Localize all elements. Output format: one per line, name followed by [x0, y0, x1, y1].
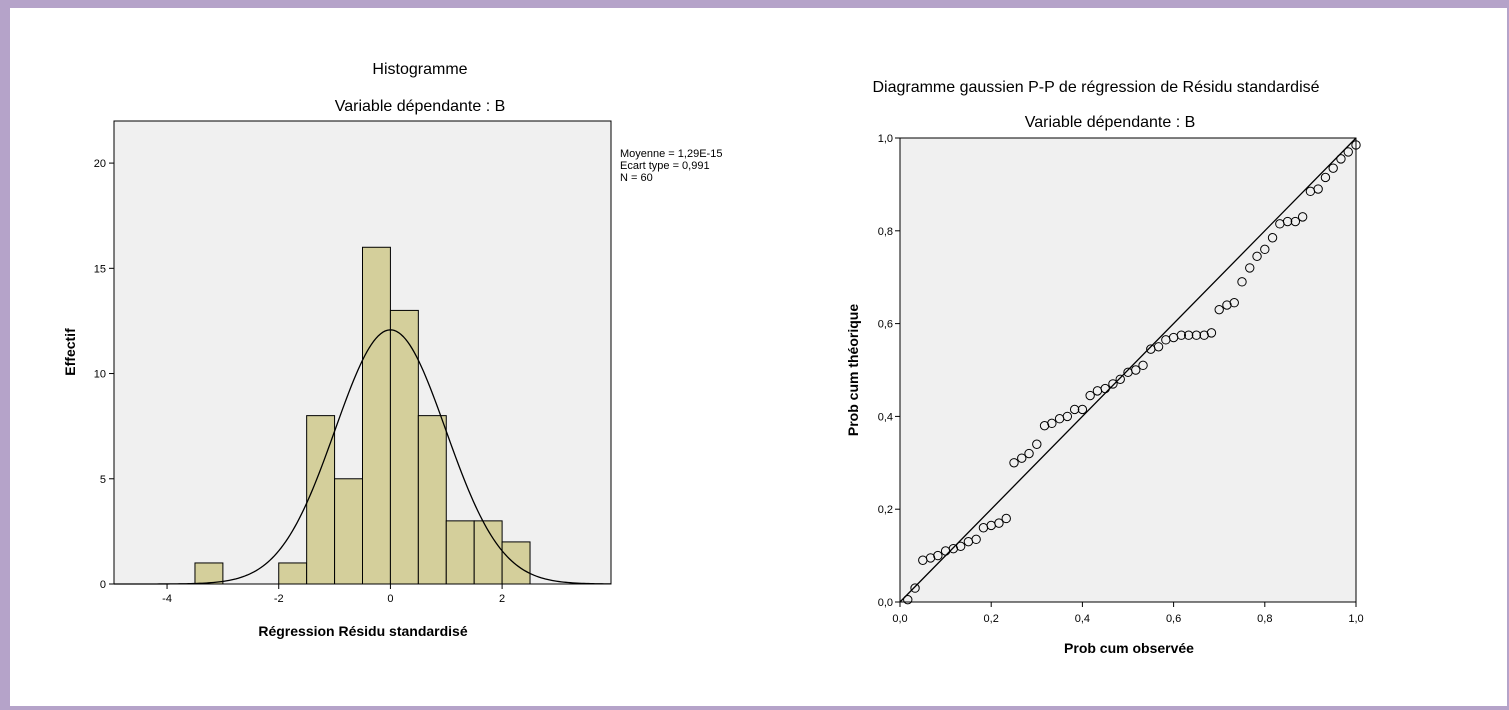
histogram-bar — [417, 415, 447, 585]
y-tick-label: 0,8 — [878, 226, 893, 238]
pp-point — [1009, 458, 1019, 468]
pp-point — [1297, 212, 1308, 222]
histogram-y-ticks: 0 5 10 15 20 — [94, 158, 114, 591]
pp-point — [1077, 404, 1088, 415]
stat-n: N = 60 — [620, 172, 653, 184]
normal-curve — [114, 329, 612, 585]
histogram-bar — [389, 309, 419, 585]
pp-point — [1214, 304, 1224, 315]
histogram-title: Histogramme — [372, 61, 467, 78]
pp-point — [1290, 216, 1301, 227]
y-tick-label: 0 — [100, 579, 106, 591]
pp-point — [1017, 453, 1027, 463]
y-tick-label: 0,6 — [878, 319, 893, 331]
pp-point — [1115, 374, 1125, 384]
x-tick-label: -2 — [274, 593, 284, 605]
pp-y-ticks: 0,0 0,2 0,4 0,6 0,8 1,0 — [878, 133, 900, 609]
y-tick-label: 10 — [94, 369, 106, 381]
pp-point — [1138, 360, 1148, 371]
histogram-y-axis-label: Effectif — [62, 328, 78, 376]
pp-point — [1252, 251, 1262, 262]
histogram-bars — [194, 246, 531, 585]
x-tick-label: 0,8 — [1257, 613, 1272, 625]
pp-point — [1267, 233, 1278, 243]
pp-point — [1229, 298, 1239, 308]
x-tick-label: 0,0 — [892, 613, 907, 625]
pp-plot-chart: Diagramme gaussien P-P de régression de … — [845, 79, 1364, 656]
y-tick-label: 0,4 — [878, 411, 893, 423]
pp-x-ticks: 0,0 0,2 0,4 0,6 0,8 1,0 — [892, 602, 1364, 625]
pp-point — [1313, 184, 1323, 194]
pp-plot-subtitle: Variable dépendante : B — [1025, 114, 1196, 131]
pp-point — [1328, 163, 1338, 173]
pp-point — [948, 543, 959, 554]
histogram-bar — [501, 541, 531, 585]
histogram-bar — [278, 562, 308, 585]
pp-point — [1260, 244, 1270, 255]
stat-std-dev: Ecart type = 0,991 — [620, 160, 710, 172]
pp-point — [1343, 147, 1353, 157]
pp-point — [1062, 411, 1073, 422]
histogram-bar — [362, 246, 391, 585]
pp-point — [1069, 404, 1080, 415]
y-tick-label: 5 — [100, 474, 106, 486]
pp-point — [1237, 277, 1247, 287]
x-tick-label: 0 — [387, 593, 393, 605]
pp-point — [1199, 330, 1209, 340]
pp-point — [1191, 330, 1202, 340]
histogram-x-ticks: -4 -2 0 2 — [162, 584, 505, 605]
pp-point — [1153, 342, 1164, 352]
pp-point — [1222, 300, 1232, 310]
pp-point — [994, 518, 1004, 528]
x-tick-label: 0,4 — [1075, 613, 1090, 625]
pp-point — [1131, 365, 1141, 375]
pp-point — [1039, 420, 1050, 431]
pp-point — [1206, 328, 1217, 338]
histogram-bar — [306, 415, 336, 585]
pp-point — [1245, 263, 1255, 273]
pp-point — [1351, 140, 1361, 150]
histogram-x-axis-label: Régression Résidu standardisé — [258, 623, 468, 639]
pp-point — [1108, 379, 1118, 389]
histogram-bar — [445, 520, 475, 585]
pp-point — [910, 583, 920, 593]
pp-point — [1183, 330, 1194, 340]
pp-point — [1320, 172, 1331, 183]
pp-point — [1024, 448, 1034, 459]
pp-point — [1032, 439, 1042, 449]
pp-point — [1100, 383, 1110, 394]
y-tick-label: 0,2 — [878, 504, 893, 516]
pp-points — [903, 140, 1361, 605]
x-tick-label: 0,6 — [1166, 613, 1181, 625]
pp-point — [1085, 390, 1095, 401]
y-tick-label: 1,0 — [878, 133, 893, 145]
histogram-subtitle: Variable dépendante : B — [335, 98, 506, 115]
pp-point — [955, 541, 966, 552]
x-tick-label: 2 — [499, 593, 505, 605]
stat-mean: Moyenne = 1,29E-15 — [620, 148, 722, 160]
pp-point — [1001, 513, 1011, 524]
pp-point — [933, 550, 943, 561]
y-tick-label: 0,0 — [878, 597, 893, 609]
reference-line — [899, 137, 1357, 603]
y-tick-label: 20 — [94, 158, 106, 170]
histogram-bar — [334, 478, 363, 585]
pp-point — [971, 534, 981, 545]
pp-point — [1047, 418, 1057, 429]
histogram-chart: Histogramme Variable dépendante : B -4 -2… — [62, 61, 722, 639]
x-tick-label: 0,2 — [984, 613, 999, 625]
pp-x-axis-label: Prob cum observée — [1064, 640, 1194, 656]
pp-point — [1282, 216, 1293, 227]
pp-point — [1176, 330, 1187, 340]
y-tick-label: 15 — [94, 263, 106, 275]
pp-plot-title: Diagramme gaussien P-P de régression de … — [872, 79, 1319, 96]
x-tick-label: 1,0 — [1348, 613, 1363, 625]
pp-y-axis-label: Prob cum théorique — [845, 304, 861, 436]
pp-point — [1336, 154, 1346, 164]
pp-point — [903, 594, 913, 605]
histogram-bar — [194, 562, 224, 585]
x-tick-label: -4 — [162, 593, 172, 605]
pp-point — [925, 553, 936, 563]
